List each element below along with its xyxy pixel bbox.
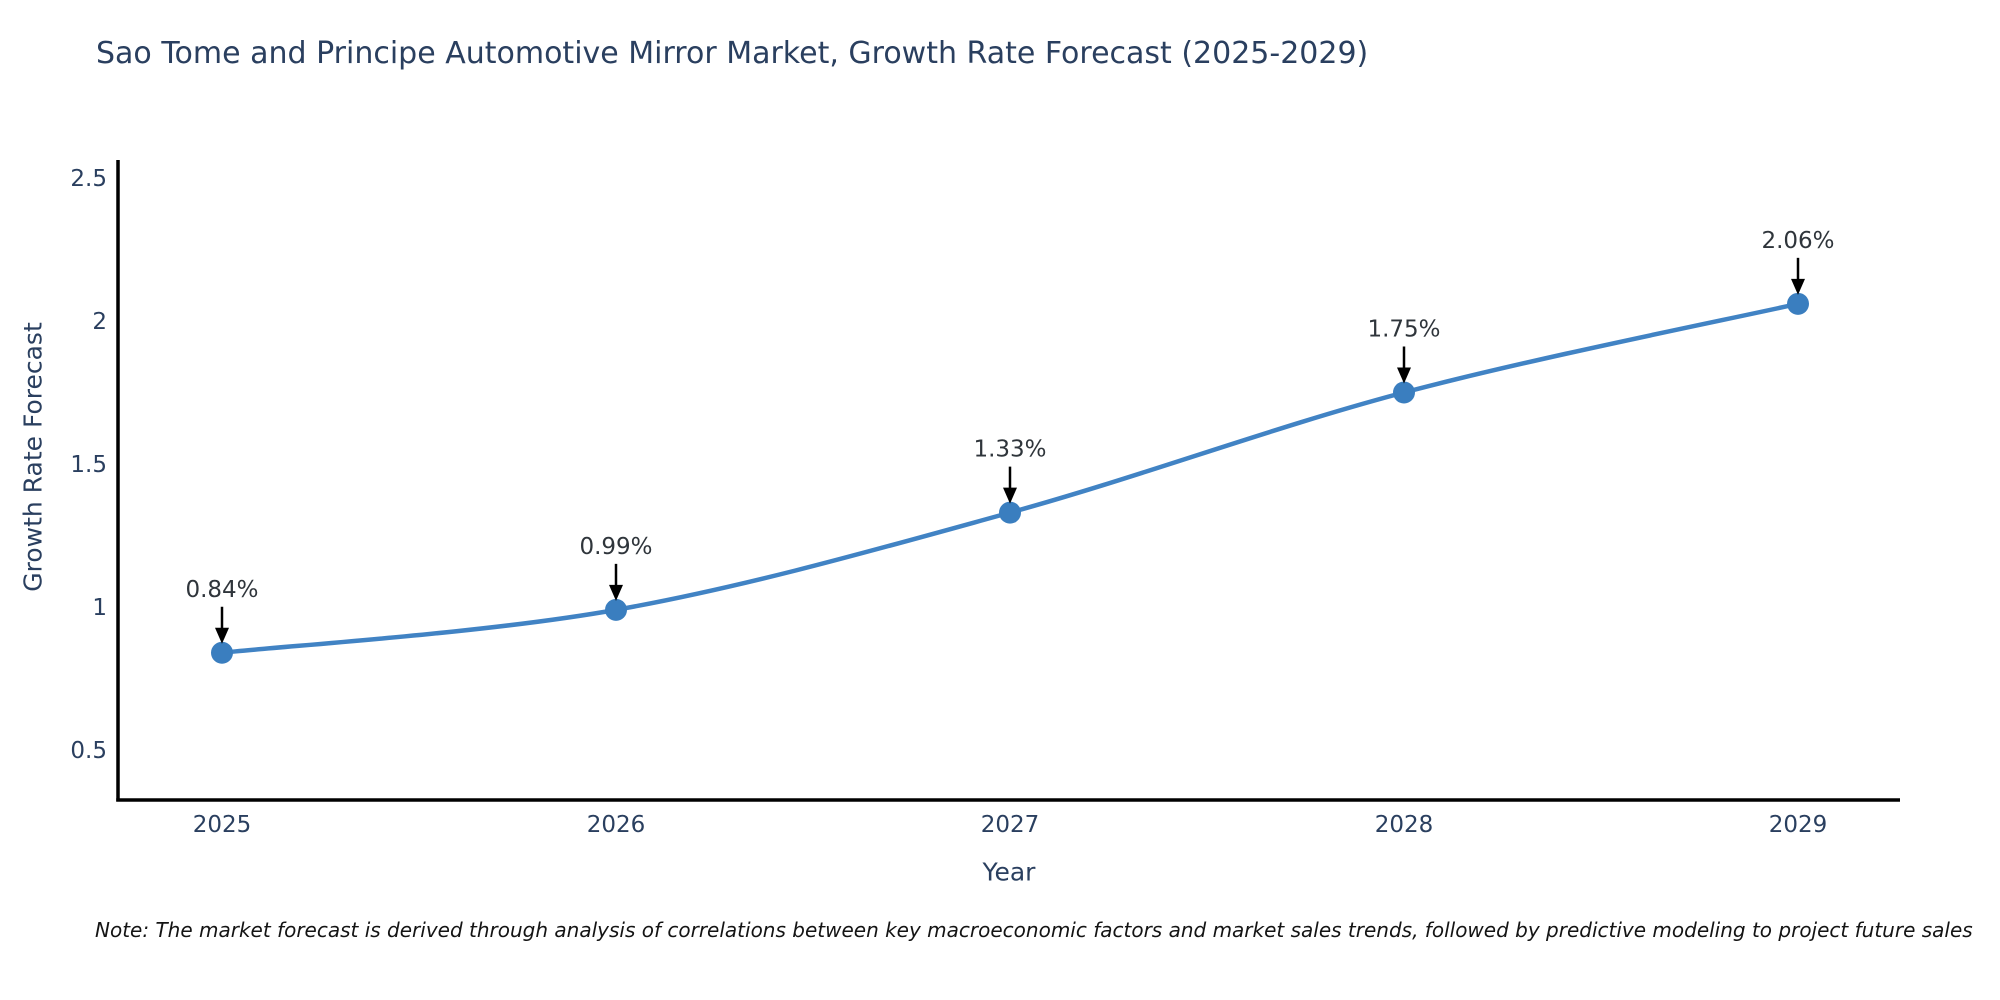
chart-title: Sao Tome and Principe Automotive Mirror … (96, 36, 1369, 71)
y-tick-label: 0.5 (70, 738, 107, 764)
y-tick-label: 1 (92, 595, 107, 621)
x-tick-label: 2025 (193, 812, 252, 838)
annotation-arrowhead (215, 627, 229, 644)
data-point-marker (999, 501, 1021, 524)
annotation-label: 1.75% (1367, 317, 1440, 343)
x-tick-label: 2029 (1769, 812, 1828, 838)
data-point-marker (605, 598, 627, 621)
annotation-label: 2.06% (1761, 228, 1834, 254)
annotation-arrowhead (609, 584, 623, 601)
data-point-marker (1393, 381, 1415, 404)
annotation-arrowhead (1397, 367, 1411, 384)
annotation-label: 0.99% (579, 534, 652, 560)
y-tick-label: 2 (92, 309, 107, 335)
x-tick-label: 2026 (587, 812, 646, 838)
annotation-label: 0.84% (185, 577, 258, 603)
x-tick-label: 2027 (981, 812, 1040, 838)
footnote: Note: The market forecast is derived thr… (95, 918, 1973, 942)
data-point-marker (1787, 292, 1809, 315)
data-point-marker (211, 641, 233, 664)
annotation-arrowhead (1003, 487, 1017, 504)
x-tick-label: 2028 (1375, 812, 1434, 838)
y-tick-label: 1.5 (70, 452, 107, 478)
annotation-label: 1.33% (973, 437, 1046, 463)
annotation-arrowhead (1791, 278, 1805, 295)
x-axis-title: Year (982, 857, 1036, 887)
y-tick-label: 2.5 (70, 166, 107, 192)
